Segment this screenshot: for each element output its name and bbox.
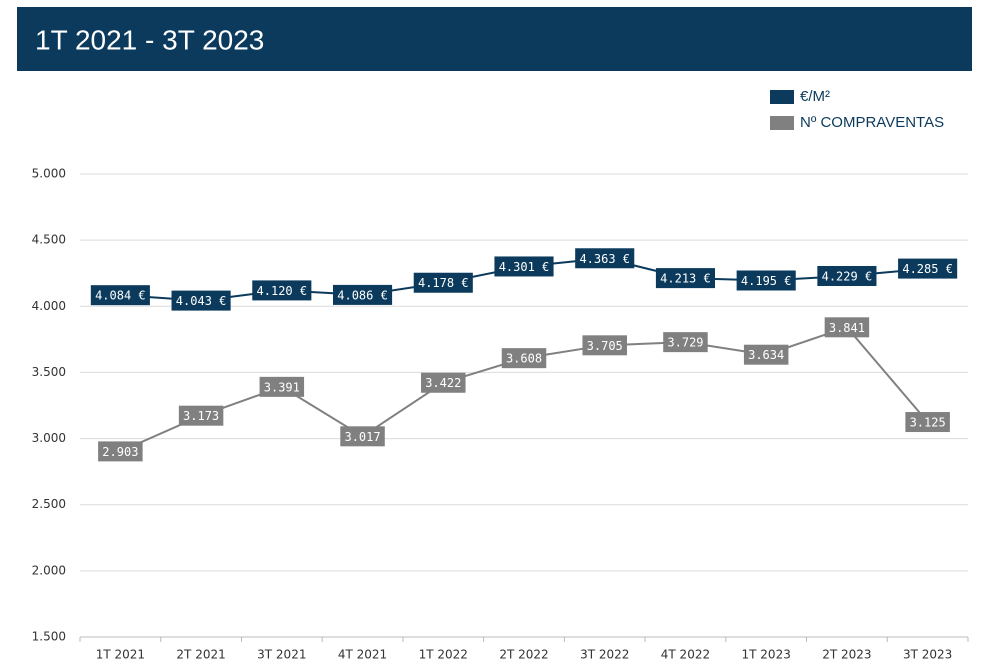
data-label-box [494,256,554,277]
x-tick-label: 2T 2023 [822,648,871,662]
data-label: 3.173 [183,409,219,423]
y-tick-label: 2.500 [32,497,66,511]
data-label-box [905,412,950,433]
data-label: 3.017 [344,430,380,444]
x-tick-label: 4T 2022 [661,648,710,662]
data-label-box [898,258,958,279]
y-tick-label: 3.000 [32,431,66,445]
data-label: 4.229 € [822,269,873,283]
x-tick-label: 3T 2021 [257,648,306,662]
data-label: 3.841 [829,321,865,335]
data-label: 4.285 € [902,262,953,276]
data-label-box [501,348,547,369]
data-label: 3.608 [506,352,542,366]
y-tick-label: 5.000 [32,167,66,181]
data-label-box [332,284,393,305]
legend-swatch [770,90,794,104]
header-band [17,7,972,71]
data-label-box [252,280,312,301]
data-label-box [736,270,796,291]
data-label: 4.363 € [579,252,630,266]
data-label-box [655,268,716,289]
data-label-box [743,344,789,365]
x-tick-label: 2T 2021 [176,648,225,662]
data-label: 3.125 [910,416,946,430]
data-label: 3.391 [264,380,300,394]
x-tick-label: 2T 2022 [499,648,548,662]
data-label-box [421,372,466,393]
data-label: 4.084 € [95,289,146,303]
data-label-box [259,376,305,397]
legend-label: Nº COMPRAVENTAS [800,114,944,131]
chart-title: 1T 2021 - 3T 2023 [35,24,264,55]
data-label-box [98,441,143,462]
y-tick-label: 1.500 [32,630,66,644]
data-label: 2.903 [102,445,138,459]
x-tick-label: 1T 2023 [742,648,791,662]
data-label-box [575,248,635,269]
y-tick-label: 4.500 [32,233,66,247]
x-tick-label: 1T 2021 [96,648,145,662]
data-label-box [340,426,385,447]
data-label: 4.301 € [499,260,550,274]
legend-label: €/M² [800,88,830,105]
data-label: 3.729 [667,336,703,350]
data-label: 3.705 [587,339,623,353]
data-label-box [663,332,708,353]
data-label: 4.213 € [660,272,711,286]
data-label-box [582,335,627,356]
y-tick-label: 2.000 [32,563,66,577]
data-label: 3.422 [425,376,461,390]
data-label: 3.634 [748,348,784,362]
x-tick-label: 1T 2022 [419,648,468,662]
legend-swatch [770,116,794,130]
data-label-box [413,272,473,293]
x-tick-label: 3T 2022 [580,648,629,662]
data-label: 4.120 € [257,284,308,298]
data-label: 4.195 € [741,274,792,288]
data-label-box [824,317,870,338]
x-tick-label: 3T 2023 [903,648,952,662]
data-label-box [171,290,231,311]
y-tick-label: 4.000 [32,299,66,313]
data-label: 4.178 € [418,276,469,290]
data-label: 4.086 € [337,288,388,302]
series-line [119,326,929,453]
y-tick-label: 3.500 [32,365,66,379]
x-tick-label: 4T 2021 [338,648,387,662]
data-label: 4.043 € [176,294,227,308]
data-label-box [90,285,150,306]
data-label-box [178,405,224,426]
data-label-box [817,265,877,286]
